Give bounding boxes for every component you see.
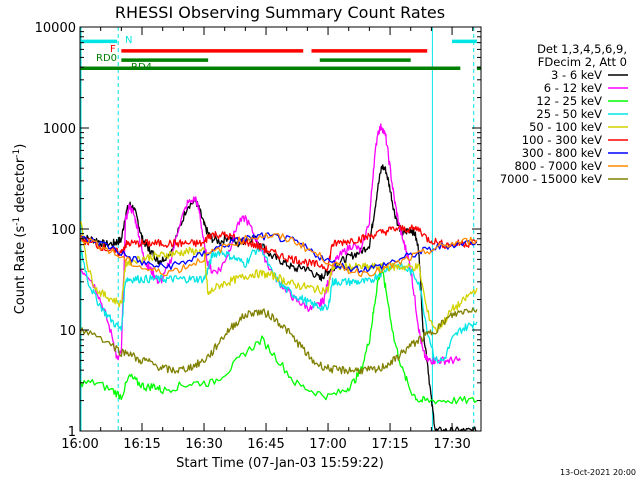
y-axis-label: Count Rate (s-1 detector-1)	[12, 144, 28, 315]
series-line-4	[80, 220, 478, 333]
legend-label-7: 800 - 7000 keV	[514, 159, 602, 173]
footer-date: 13-Oct-2021 20:00	[560, 468, 636, 477]
x-axis-label: Start Time (07-Jan-03 15:59:22)	[176, 456, 384, 471]
legend-label-1: 6 - 12 keV	[544, 81, 602, 95]
legend-label-8: 7000 - 15000 keV	[500, 172, 602, 186]
y-tick-label-4: 10000	[35, 21, 76, 36]
chart-title: RHESSI Observing Summary Count Rates	[115, 3, 445, 22]
x-tick-label-0: 16:00	[61, 437, 98, 452]
legend-label-2: 12 - 25 keV	[536, 94, 602, 108]
legend-label-0: 3 - 6 keV	[551, 68, 602, 82]
series-line-5	[80, 224, 478, 272]
legend-header-line-2: FDecim 2, Att 0	[538, 55, 627, 69]
legend: Det 1,3,4,5,6,9, FDecim 2, Att 0 3 - 6 k…	[500, 42, 628, 186]
legend-label-6: 300 - 800 keV	[522, 146, 602, 160]
x-tick-label-2: 16:30	[185, 437, 222, 452]
legend-label-3: 25 - 50 keV	[536, 107, 602, 121]
y-axis-label-end: )	[13, 144, 28, 149]
mode-bar-label-2: RD0	[96, 53, 117, 64]
series-line-2	[80, 268, 478, 405]
x-tick-label-4: 17:00	[309, 437, 346, 452]
y-tick-label-1: 10	[59, 324, 76, 339]
series-line-6	[80, 232, 478, 274]
legend-header-line-1: Det 1,3,4,5,6,9,	[537, 42, 627, 56]
y-axis-label-mid: detector	[13, 157, 28, 217]
x-tick-label-1: 16:15	[123, 437, 160, 452]
y-axis: 1 10 100 1000 10000	[35, 21, 481, 440]
mode-bar-label-0: N	[125, 35, 132, 46]
y-tick-label-2: 100	[51, 223, 76, 238]
legend-label-4: 50 - 100 keV	[529, 120, 602, 134]
x-tick-label-5: 17:15	[371, 437, 408, 452]
y-axis-label-main: Count Rate (s	[13, 226, 28, 315]
series-line-8	[80, 307, 478, 375]
y-axis-label-sup1: -1	[12, 217, 22, 226]
legend-label-5: 100 - 300 keV	[522, 133, 602, 147]
x-tick-label-3: 16:45	[247, 437, 284, 452]
y-axis-label-sup2: -1	[12, 149, 22, 158]
y-tick-label-3: 1000	[43, 122, 76, 137]
plot-area	[80, 27, 481, 431]
mode-bar-label-1: F	[110, 44, 116, 55]
x-axis: 16:00 16:15 16:30 16:45 17:00 17:15 17:30	[61, 27, 474, 452]
mode-bar-label-3: RD4	[131, 62, 152, 73]
y-tick-label-0: 1	[68, 425, 76, 440]
x-tick-label-6: 17:30	[433, 437, 470, 452]
series-line-7	[80, 232, 478, 278]
